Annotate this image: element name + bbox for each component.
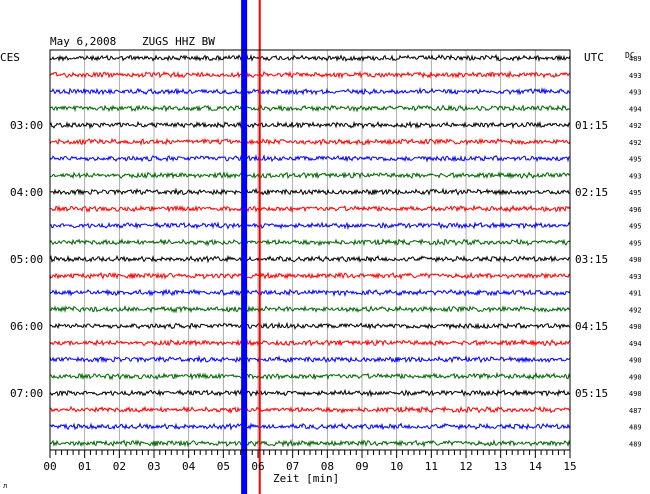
x-axis: 00 01 02 03 04 05 06 07 08 09 10 11 12 13 14 15 (43, 450, 577, 473)
right-time-label: 04:15 (575, 320, 608, 333)
time-labels: 03:00 04:00 05:00 06:00 07:00 01:15 02:15 03:15… (10, 55, 642, 448)
grid (84, 50, 536, 450)
seismic-trace (49, 154, 571, 163)
x-tick-label: 06 (251, 460, 264, 473)
dc-value: 493 (629, 172, 642, 180)
dc-value: 492 (629, 139, 642, 147)
right-time-label: 03:15 (575, 253, 608, 266)
seismic-trace (49, 338, 571, 347)
x-tick-label: 04 (182, 460, 196, 473)
dc-value: 490 (629, 256, 642, 264)
dc-value: 494 (629, 340, 642, 348)
seismic-trace (49, 70, 571, 80)
right-timezone-label: UTC (584, 51, 604, 64)
x-tick-label: 02 (113, 460, 126, 473)
seismic-trace (49, 137, 571, 147)
seismic-trace (49, 238, 571, 247)
dc-value: 495 (629, 189, 642, 197)
x-tick-label: 14 (529, 460, 543, 473)
dc-value: 487 (629, 407, 642, 415)
dc-value: 490 (629, 323, 642, 331)
seismic-trace (49, 271, 571, 281)
dc-value: 490 (629, 390, 642, 398)
left-time-label: 03:00 (10, 119, 43, 132)
dc-value: 489 (629, 440, 642, 448)
left-time-label: 05:00 (10, 253, 43, 266)
x-tick-label: 11 (425, 460, 438, 473)
seismic-trace (49, 87, 571, 96)
dc-value: 492 (629, 122, 642, 130)
seismic-trace (49, 187, 571, 196)
seismic-trace (49, 53, 571, 63)
seismic-trace (49, 120, 571, 130)
dc-column-header: DC (625, 51, 635, 60)
dc-value: 490 (629, 373, 642, 381)
left-time-label: 07:00 (10, 387, 43, 400)
right-time-label: 01:15 (575, 119, 608, 132)
x-tick-label: 00 (43, 460, 56, 473)
dc-value: 490 (629, 357, 642, 365)
seismic-trace (49, 321, 571, 331)
seismic-trace (49, 422, 571, 431)
seismic-trace (49, 438, 571, 448)
x-tick-label: 09 (355, 460, 368, 473)
x-axis-label: Zeit [min] (273, 472, 339, 485)
right-time-label: 05:15 (575, 387, 608, 400)
left-timezone-label: CES (0, 51, 20, 64)
left-time-label: 06:00 (10, 320, 43, 333)
dc-value: 495 (629, 239, 642, 247)
x-tick-label: 05 (217, 460, 230, 473)
seismic-trace (49, 170, 571, 180)
dc-value: 493 (629, 72, 642, 80)
seismic-trace (49, 388, 571, 398)
x-tick-label: 01 (78, 460, 91, 473)
x-tick-label: 08 (321, 460, 334, 473)
seismic-trace (49, 104, 571, 113)
header-date: May 6,2008 (50, 35, 116, 48)
right-time-label: 02:15 (575, 186, 608, 199)
seismic-trace (49, 354, 571, 364)
traces (49, 53, 571, 448)
dc-value: 492 (629, 306, 642, 314)
seismic-trace (49, 221, 571, 231)
x-tick-label: 15 (563, 460, 576, 473)
seismic-trace (49, 405, 571, 415)
x-tick-label: 12 (459, 460, 472, 473)
dc-value: 494 (629, 105, 642, 113)
x-tick-label: 03 (147, 460, 160, 473)
event-markers (241, 0, 261, 494)
dc-value: 493 (629, 89, 642, 97)
seismic-trace (49, 288, 571, 298)
dc-value: 495 (629, 156, 642, 164)
dc-value: 496 (629, 206, 642, 214)
seismic-trace (49, 304, 571, 314)
x-tick-label: 07 (286, 460, 299, 473)
seismic-trace (49, 254, 571, 264)
seismic-trace (49, 204, 571, 213)
dc-value: 489 (629, 424, 642, 432)
corner-mark: л (3, 482, 7, 490)
dc-value: 495 (629, 223, 642, 231)
dc-value: 493 (629, 273, 642, 281)
x-tick-label: 13 (494, 460, 507, 473)
seismic-trace (49, 371, 571, 381)
header-station: ZUGS HHZ BW (142, 35, 215, 48)
dc-value: 489 (629, 55, 642, 63)
x-tick-label: 10 (390, 460, 403, 473)
dc-value: 491 (629, 290, 642, 298)
left-time-label: 04:00 (10, 186, 43, 199)
